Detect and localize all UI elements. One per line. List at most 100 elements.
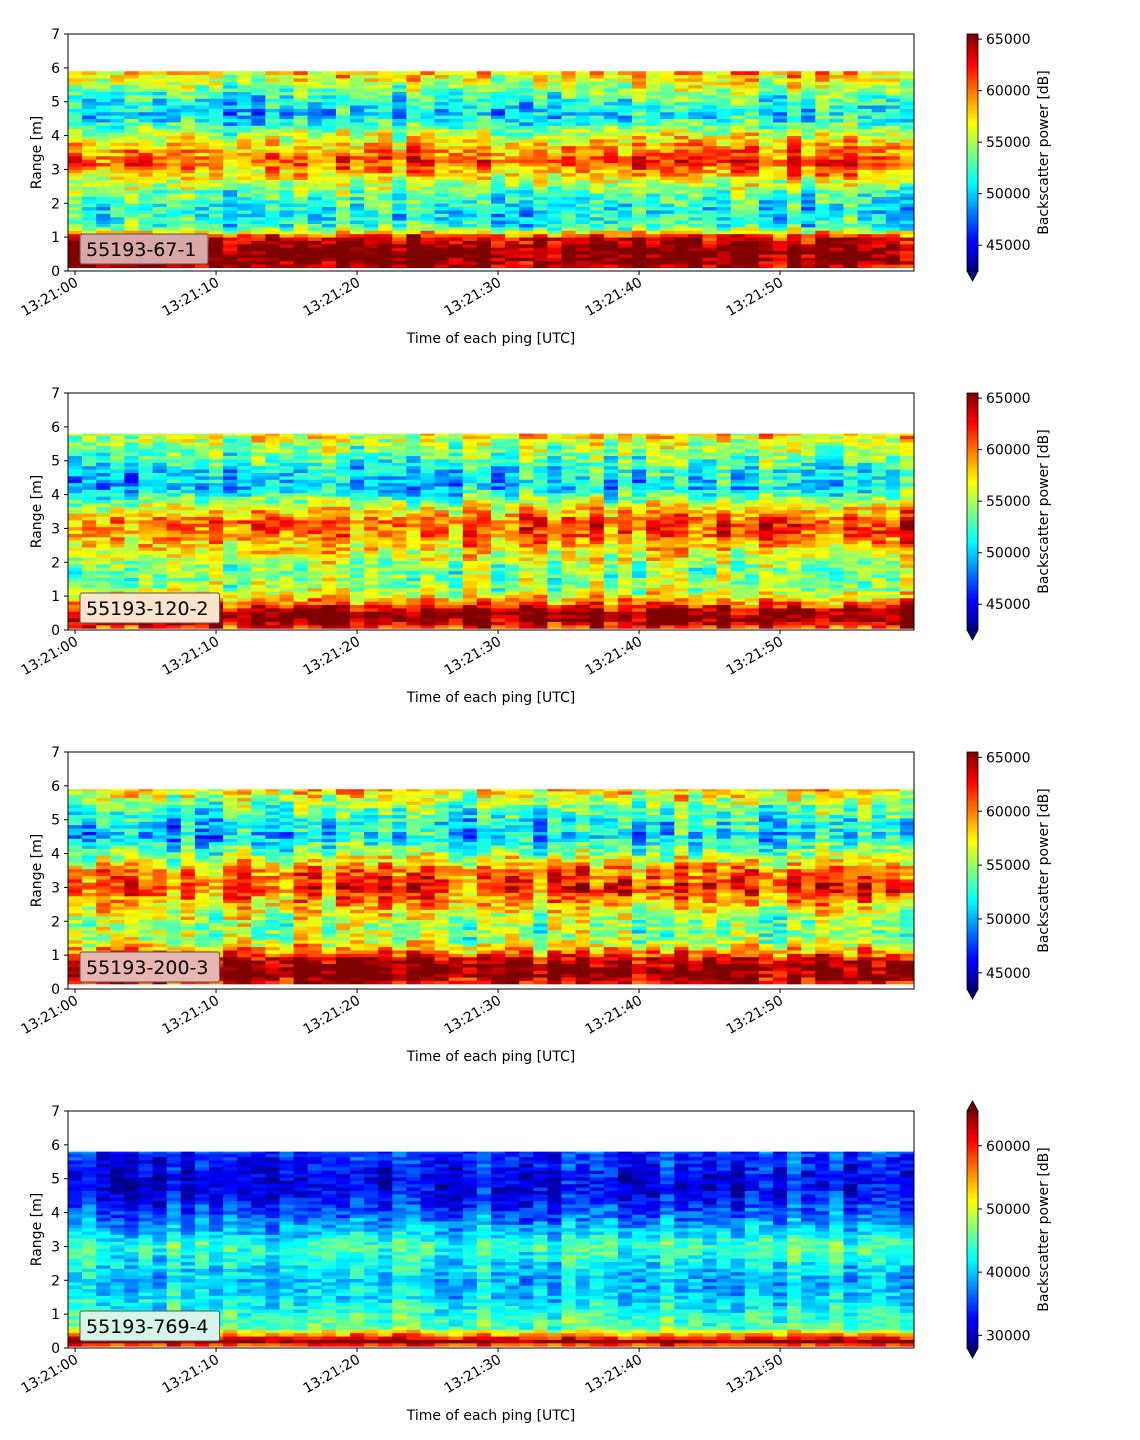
heatmap-cell [547,254,562,258]
heatmap-cell [590,122,605,126]
heatmap-cell [280,439,295,443]
heatmap-cell [815,169,830,173]
heatmap-cell [392,122,407,126]
heatmap-cell [82,81,97,85]
heatmap-cell [886,261,901,265]
heatmap-cell [900,85,915,89]
heatmap-cell [406,213,421,217]
heatmap-cell [632,186,647,190]
heatmap-cell [660,193,675,197]
heatmap-cell [759,257,774,261]
heatmap-cell [280,598,295,602]
heatmap-cell [308,564,323,568]
heatmap-cell [731,146,746,150]
heatmap-cell [294,112,309,116]
heatmap-cell [463,159,478,163]
heatmap-cell [124,435,138,439]
heatmap-cell [237,615,252,619]
heatmap-cell [519,88,534,92]
heatmap-cell [872,105,887,109]
heatmap-cell [265,466,280,470]
heatmap-cell [745,163,760,167]
heatmap-cell [688,186,703,190]
heatmap-cell [223,615,238,619]
heatmap-cell [322,119,337,123]
heatmap-cell [900,156,915,160]
heatmap-cell [96,88,111,92]
heatmap-cell [505,129,519,133]
heatmap-cell [688,132,703,136]
heatmap-cell [576,173,591,177]
heatmap-cell [251,78,265,82]
heatmap-cell [294,78,309,82]
heatmap-cell [350,476,365,480]
heatmap-cell [251,449,265,453]
heatmap-cell [801,230,816,234]
heatmap-cell [223,112,238,116]
heatmap-cell [209,136,224,140]
heatmap-cell [251,105,265,109]
heatmap-cell [251,156,265,160]
heatmap-cell [110,434,125,436]
heatmap-cell [674,132,689,136]
heatmap-cell [265,149,280,153]
heatmap-cell [533,217,548,221]
heatmap-cell [280,183,295,187]
heatmap-cell [237,500,252,504]
heatmap-cell [209,146,224,150]
heatmap-cell [703,136,718,140]
heatmap-cell [703,203,718,207]
heatmap-cell [674,257,689,261]
heatmap-cell [844,119,859,123]
heatmap-cell [68,173,83,177]
heatmap-cell [124,581,138,585]
heatmap-cell [364,176,379,180]
heatmap-cell [745,230,760,234]
heatmap-cell [759,159,774,163]
heatmap-cell [533,81,548,85]
heatmap-cell [124,119,138,123]
heatmap-cell [844,108,859,112]
heatmap-cell [322,88,337,92]
heatmap-cell [590,129,605,133]
heatmap-cell [294,85,309,89]
heatmap-cell [646,254,661,258]
heatmap-cell [265,139,280,143]
heatmap-cell [449,244,464,248]
heatmap-cell [590,169,605,173]
heatmap-cell [322,105,337,109]
heatmap-cell [378,466,393,470]
heatmap-cell [378,469,393,473]
heatmap-cell [590,78,605,82]
heatmap-cell [153,476,168,480]
heatmap-cell [717,156,732,160]
heatmap-cell [294,163,309,167]
heatmap-cell [731,169,746,173]
heatmap-cell [364,581,379,585]
heatmap-cell [660,108,675,112]
heatmap-cell [139,540,154,544]
heatmap-cell [265,506,280,510]
heatmap-cell [674,251,689,255]
heatmap-cell [463,261,478,265]
heatmap-cell [265,594,280,598]
heatmap-cell [618,213,633,217]
heatmap-cell [167,483,182,487]
heatmap-cell [195,517,210,521]
heatmap-cell [68,564,83,568]
heatmap-cell [759,149,774,153]
heatmap-cell [110,567,125,571]
heatmap-cell [463,210,478,214]
heatmap-cell [68,547,83,551]
heatmap-cell [829,251,844,255]
heatmap-cell [364,112,379,116]
heatmap-cell [378,125,393,129]
heatmap-cell [886,156,901,160]
heatmap-cell [392,149,407,153]
heatmap-cell [181,506,196,510]
heatmap-cell [195,166,210,170]
heatmap-cell [618,173,633,177]
heatmap-cell [406,244,421,248]
heatmap-cell [251,466,265,470]
heatmap-cell [153,156,168,160]
